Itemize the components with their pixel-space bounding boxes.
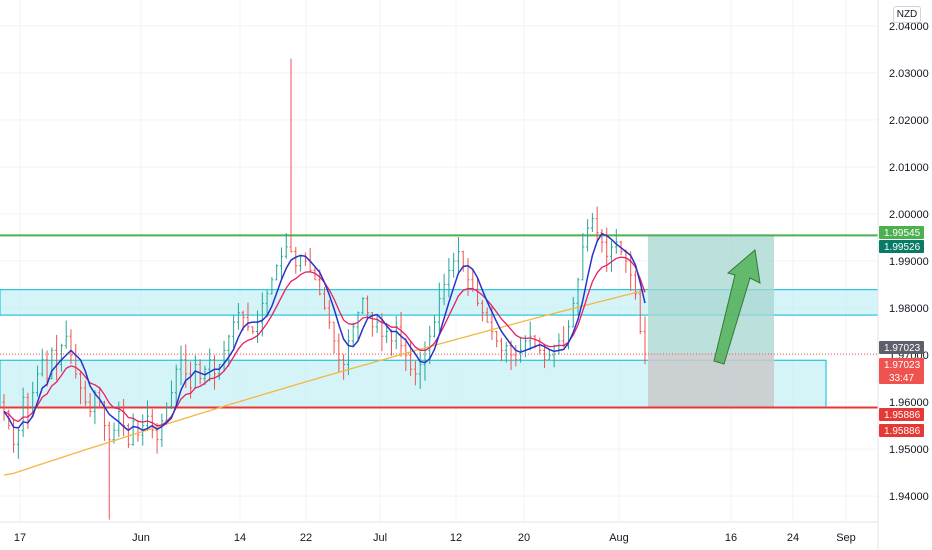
- x-tick-label: 24: [787, 532, 799, 544]
- y-tick-label: 2.00000: [889, 209, 929, 221]
- price-tag-last-close: [879, 341, 924, 354]
- currency-badge[interactable]: NZD: [893, 6, 921, 23]
- grid: [0, 0, 878, 522]
- stop-area: [648, 353, 774, 408]
- moving-averages: [3, 232, 646, 476]
- price-tag-stop-level: [879, 424, 924, 437]
- x-tick-label: 14: [234, 532, 246, 544]
- x-tick-label: 12: [450, 532, 462, 544]
- price-tag-label: 1.97023: [884, 343, 921, 354]
- price-tag-level: [879, 240, 924, 253]
- y-tick-label: 1.96000: [889, 397, 929, 409]
- x-tick-label: 17: [14, 532, 26, 544]
- price-tag-current: [879, 358, 924, 384]
- price-tag-label: 1.99545: [884, 228, 921, 239]
- axes: [0, 0, 879, 550]
- ema-fast-line: [3, 232, 646, 432]
- y-tick-label: 2.01000: [889, 162, 929, 174]
- price-tags: 1.99545 1.99526 1.97023 1.97023 33:47 1.95886…: [879, 226, 924, 437]
- y-tick-label: 1.94000: [889, 491, 929, 503]
- target-arrow: [713, 249, 761, 365]
- time-axis[interactable]: 17 Jun 14 22 Jul 12 20 Aug 16 24 Sep: [14, 532, 856, 544]
- y-tick-label: 2.03000: [889, 68, 929, 80]
- y-tick-label: 1.98000: [889, 303, 929, 315]
- price-tag-label: 1.97023: [884, 360, 921, 371]
- ema-slow-line: [3, 289, 646, 476]
- y-tick-label: 2.04000: [889, 21, 929, 33]
- x-tick-label: 20: [518, 532, 530, 544]
- y-tick-label: 1.99000: [889, 256, 929, 268]
- price-tag-label: 1.95886: [884, 410, 921, 421]
- x-tick-label: Sep: [836, 532, 856, 544]
- price-tag-label: 1.99526: [884, 242, 921, 253]
- x-tick-label: 22: [300, 532, 312, 544]
- price-tag-target: [879, 226, 924, 239]
- up-arrow-icon: [713, 249, 761, 365]
- price-tag-timer: 33:47: [889, 373, 914, 384]
- horizontal-levels[interactable]: [0, 234, 878, 409]
- x-tick-label: Jul: [373, 532, 387, 544]
- x-tick-label: Jun: [132, 532, 150, 544]
- y-tick-label: 2.02000: [889, 115, 929, 127]
- x-tick-label: Aug: [609, 532, 629, 544]
- price-tag-label: 1.95886: [884, 426, 921, 437]
- y-tick-label: 1.95000: [889, 444, 929, 456]
- price-tag-stop: [879, 408, 924, 421]
- x-tick-label: 16: [725, 532, 737, 544]
